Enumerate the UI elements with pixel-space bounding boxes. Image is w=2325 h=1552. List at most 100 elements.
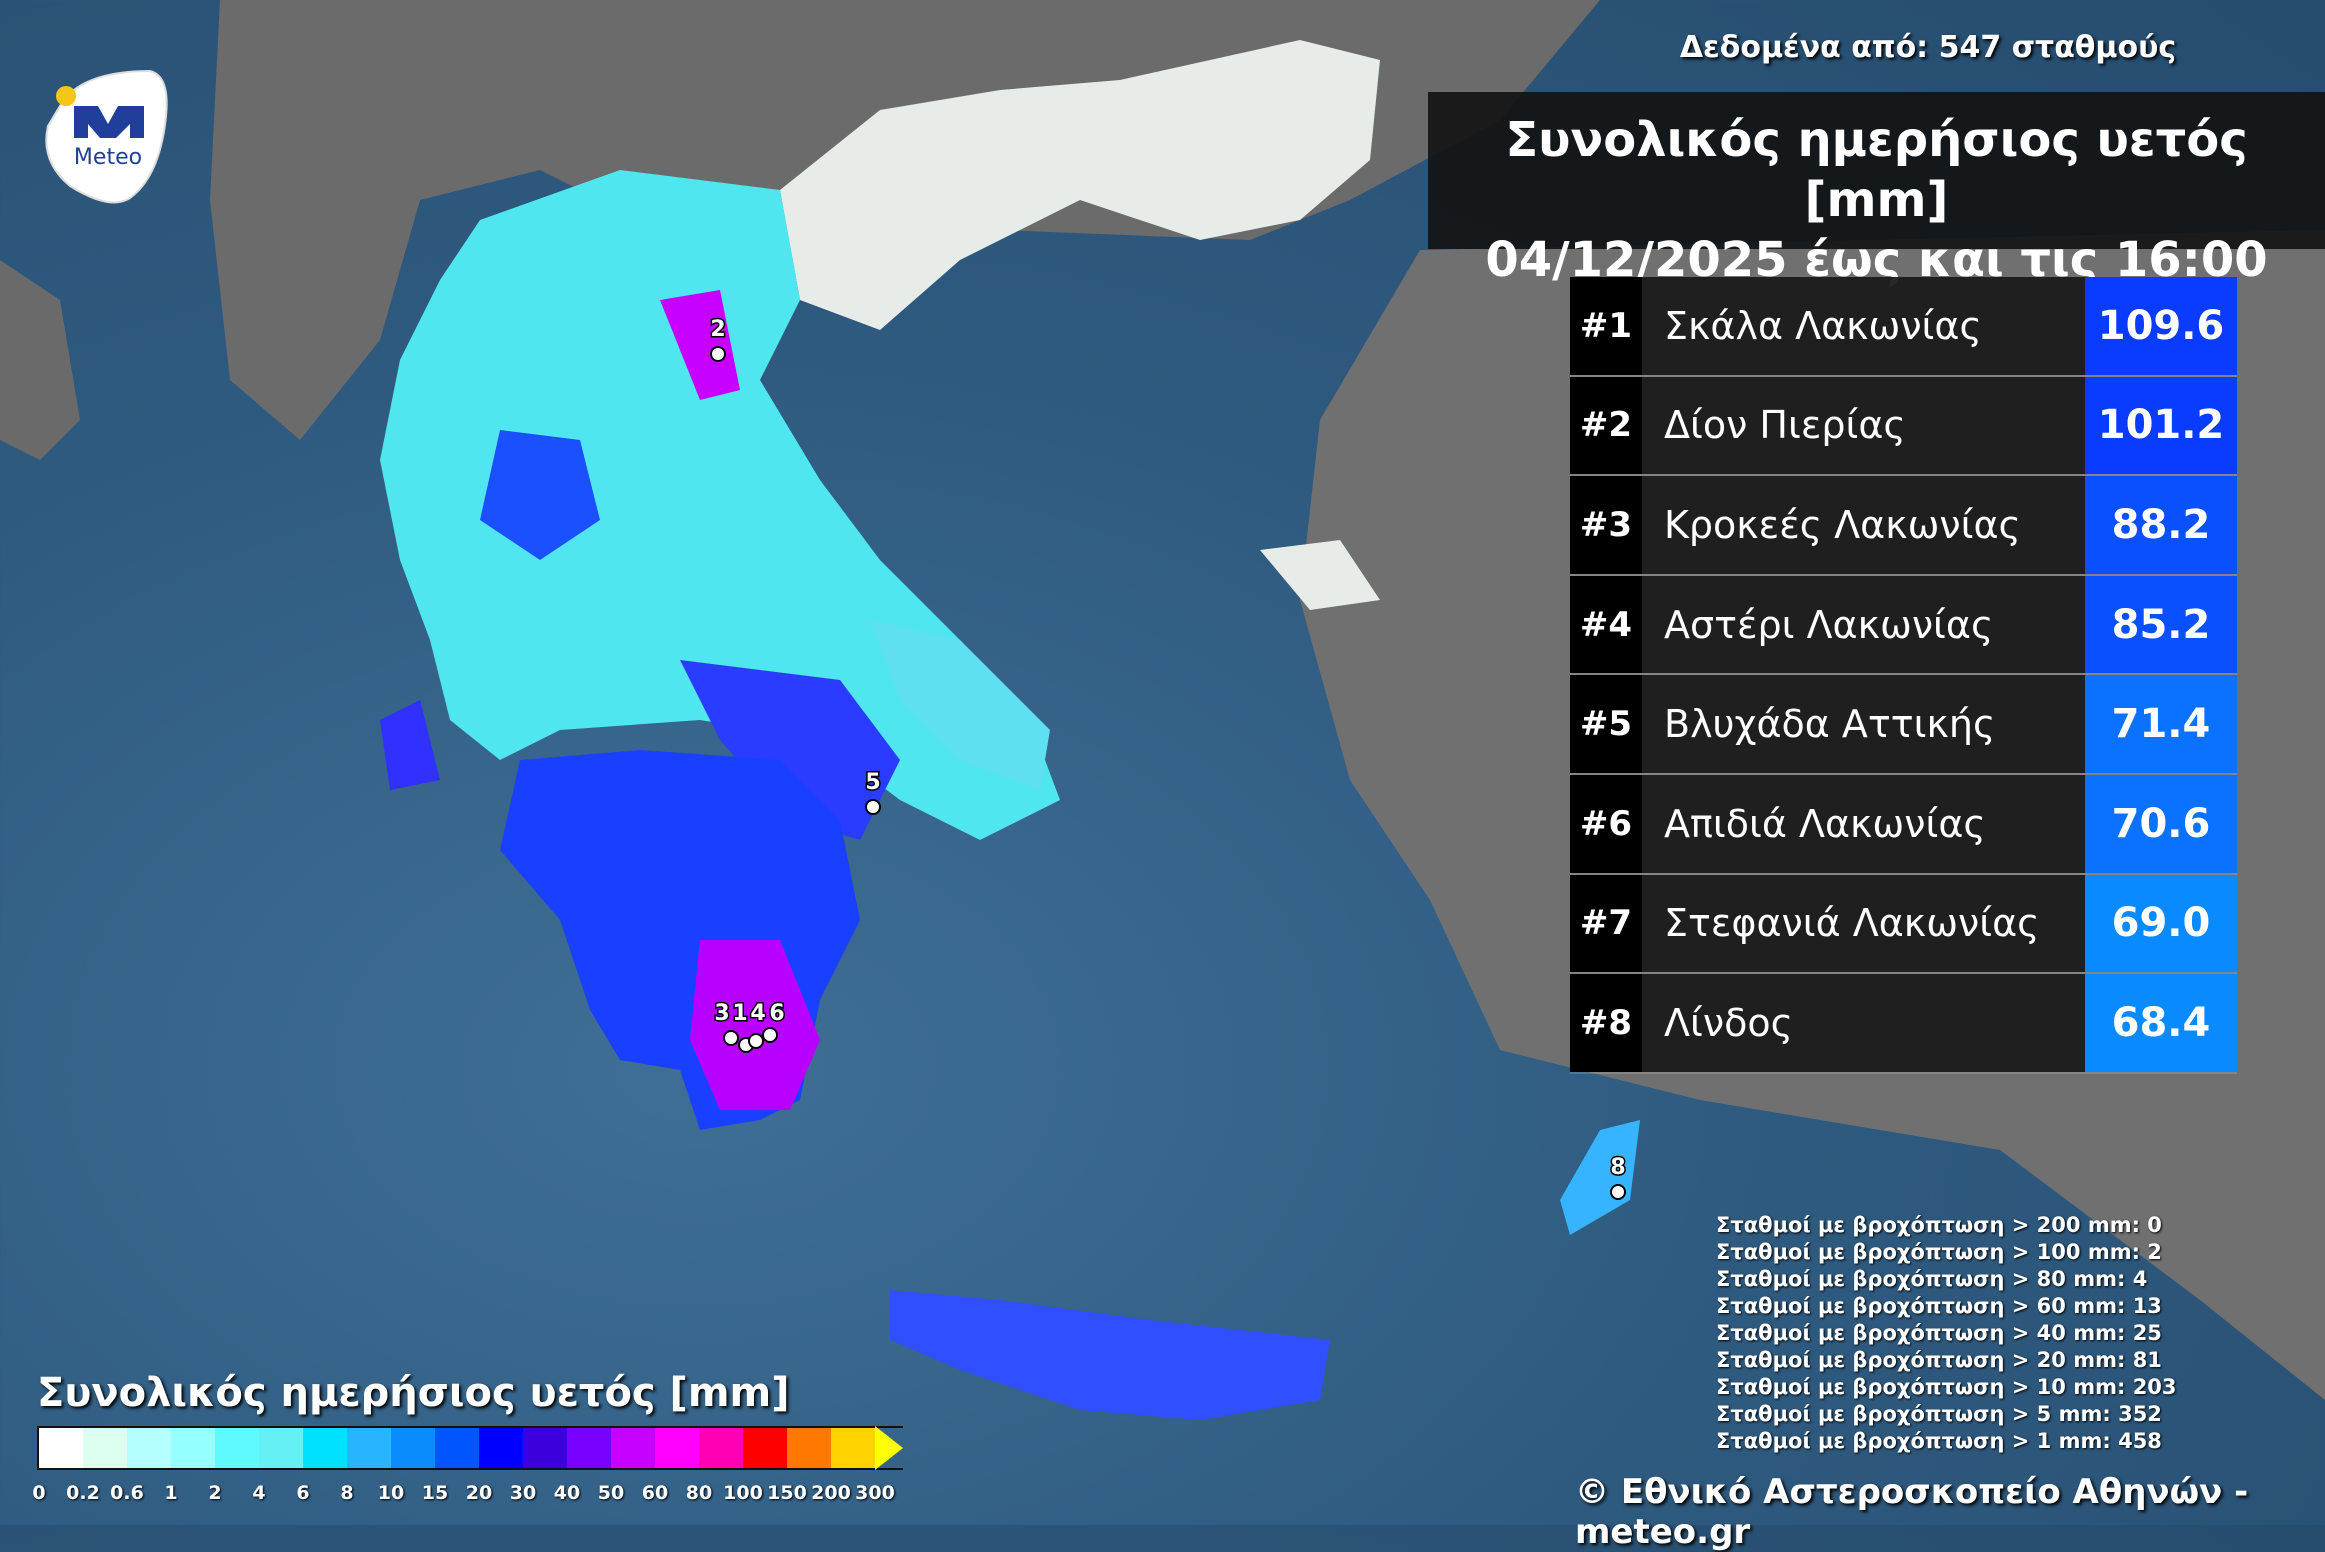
legend-tick: 10 (377, 1482, 405, 1504)
rain-zone-attica (680, 660, 900, 840)
legend-swatch (479, 1428, 523, 1468)
count-line: Σταθμοί με βροχόπτωση > 20 mm: 81 (1716, 1348, 2162, 1372)
station-counts: Σταθμοί με βροχόπτωση > 200 mm: 0 Σταθμοί… (1716, 1212, 2177, 1455)
ranking-row: #8 Λίνδος 68.4 (1570, 974, 2237, 1074)
rank: #8 (1570, 974, 1642, 1072)
legend-swatch (523, 1428, 567, 1468)
rainfall-value: 71.4 (2085, 675, 2237, 773)
rainfall-value: 70.6 (2085, 774, 2237, 873)
legend-swatch (39, 1428, 83, 1468)
legend-tick: 200 (811, 1482, 851, 1504)
station-name: Δίον Πιερίας (1642, 376, 2085, 475)
land-rhodes (1560, 1120, 1640, 1235)
legend-swatch (831, 1428, 875, 1468)
legend-tick: 0 (32, 1482, 46, 1504)
station-ranking-table: #1 Σκάλα Λακωνίας 109.6 #2 Δίον Πιερίας 1… (1570, 277, 2237, 1074)
rain-zone-blue (480, 430, 600, 560)
legend-tick: 4 (252, 1482, 266, 1504)
station-markers: 1 2 3 4 5 6 8 (709, 316, 1627, 1200)
rainfall-value: 109.6 (2085, 277, 2237, 375)
title-box: Συνολικός ημερήσιος υετός [mm] 04/12/202… (1428, 92, 2325, 288)
station-marker-label: 3 (714, 1001, 729, 1026)
ranking-row: #3 Κροκεές Λακωνίας 88.2 (1570, 476, 2237, 576)
legend-swatch (259, 1428, 303, 1468)
station-name: Σκάλα Λακωνίας (1642, 277, 2085, 375)
station-name: Στεφανιά Λακωνίας (1642, 874, 2085, 973)
station-marker (748, 1033, 764, 1049)
legend-title: Συνολικός ημερήσιος υετός [mm] (37, 1370, 790, 1416)
legend-tick: 30 (509, 1482, 537, 1504)
count-line: Σταθμοί με βροχόπτωση > 5 mm: 352 (1716, 1402, 2162, 1426)
rank: #4 (1570, 575, 1642, 674)
legend-tick: 20 (465, 1482, 493, 1504)
ranking-row: #6 Απιδιά Λακωνίας 70.6 (1570, 774, 2237, 875)
ranking-row: #1 Σκάλα Λακωνίας 109.6 (1570, 277, 2237, 377)
station-marker (723, 1030, 739, 1046)
legend-arrow (875, 1426, 903, 1470)
stations-total: Δεδομένα από: 547 σταθμούς (1679, 30, 2177, 65)
rank: #7 (1570, 874, 1642, 973)
station-marker-label: 4 (750, 1001, 765, 1026)
count-line: Σταθμοί με βροχόπτωση > 80 mm: 4 (1716, 1267, 2148, 1291)
ranking-row: #5 Βλυχάδα Αττικής 71.4 (1570, 675, 2237, 775)
station-marker (710, 346, 726, 362)
legend-tick: 80 (685, 1482, 713, 1504)
rank: #1 (1570, 277, 1642, 375)
station-name: Βλυχάδα Αττικής (1642, 675, 2085, 773)
legend-swatch (699, 1428, 743, 1468)
ranking-row: #2 Δίον Πιερίας 101.2 (1570, 376, 2237, 477)
legend-swatch (435, 1428, 479, 1468)
station-marker-label: 5 (865, 770, 880, 795)
rank: #3 (1570, 476, 1642, 574)
land-thrace (780, 40, 1380, 330)
legend-tick: 50 (597, 1482, 625, 1504)
rainfall-value: 69.0 (2085, 874, 2237, 973)
rank: #2 (1570, 376, 1642, 475)
land-kefalonia (380, 700, 440, 790)
meteo-logo: Meteo (40, 66, 170, 208)
station-name: Κροκεές Λακωνίας (1642, 476, 2085, 574)
rain-zone-magenta-north (660, 290, 740, 400)
legend-tick: 8 (340, 1482, 354, 1504)
count-line: Σταθμοί με βροχόπτωση > 200 mm: 0 (1716, 1213, 2162, 1237)
station-name: Λίνδος (1642, 974, 2085, 1072)
title-line-1: Συνολικός ημερήσιος υετός [mm] (1505, 112, 2248, 228)
legend-swatch (787, 1428, 831, 1468)
copyright: © Εθνικό Αστεροσκοπείο Αθηνών - meteo.gr (1575, 1472, 2249, 1552)
legend-swatch (743, 1428, 787, 1468)
rainfall-value: 68.4 (2085, 974, 2237, 1072)
rank: #6 (1570, 774, 1642, 873)
count-line: Σταθμοί με βροχόπτωση > 60 mm: 13 (1716, 1294, 2162, 1318)
station-marker-label: 2 (710, 317, 725, 342)
land-evia (870, 620, 1050, 790)
legend-tick: 0.6 (110, 1482, 144, 1504)
legend-tick: 100 (723, 1482, 763, 1504)
legend-swatch (215, 1428, 259, 1468)
rainfall-value: 101.2 (2085, 376, 2237, 475)
legend-swatch (171, 1428, 215, 1468)
legend-colorbar (37, 1426, 903, 1470)
station-marker (1610, 1184, 1626, 1200)
rain-zone-laconia (690, 940, 820, 1110)
logo-text: Meteo (74, 145, 142, 170)
legend-tick: 15 (421, 1482, 449, 1504)
legend-tick: 150 (767, 1482, 807, 1504)
legend-swatch (303, 1428, 347, 1468)
legend-tick: 0.2 (66, 1482, 100, 1504)
rainfall-value: 88.2 (2085, 476, 2237, 574)
station-marker (865, 799, 881, 815)
station-marker-label: 8 (1610, 1155, 1625, 1180)
legend-swatch (127, 1428, 171, 1468)
ranking-row: #7 Στεφανιά Λακωνίας 69.0 (1570, 874, 2237, 975)
land-peloponnese (500, 750, 860, 1130)
legend-swatch (391, 1428, 435, 1468)
station-name: Απιδιά Λακωνίας (1642, 774, 2085, 873)
station-name: Αστέρι Λακωνίας (1642, 575, 2085, 674)
legend-tick: 40 (553, 1482, 581, 1504)
legend-tick: 300 (855, 1482, 895, 1504)
station-marker-label: 6 (769, 1001, 784, 1026)
legend-swatch (655, 1428, 699, 1468)
count-line: Σταθμοί με βροχόπτωση > 1 mm: 458 (1716, 1429, 2162, 1453)
legend-tick: 2 (208, 1482, 222, 1504)
station-marker-label: 1 (732, 1001, 747, 1026)
